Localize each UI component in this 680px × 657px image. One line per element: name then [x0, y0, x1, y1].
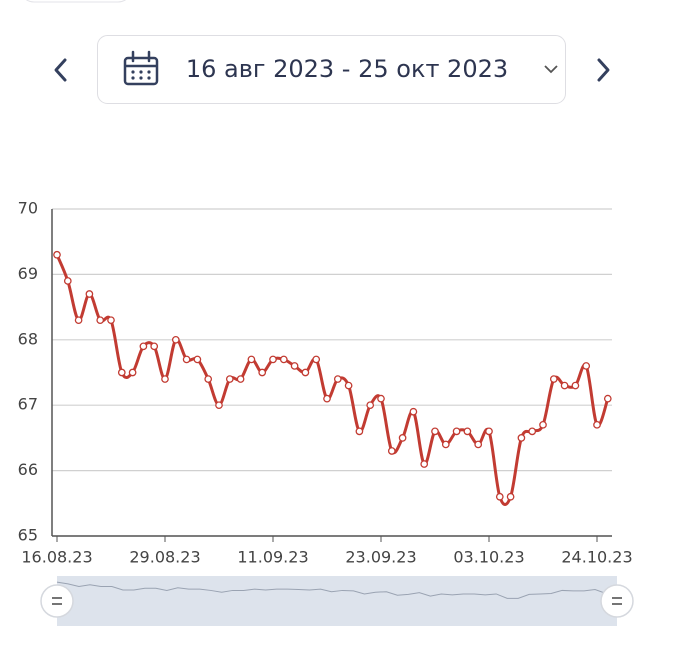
point [431, 427, 439, 436]
point [377, 394, 385, 403]
point [53, 250, 61, 259]
point [528, 427, 537, 436]
point [150, 342, 159, 351]
point [593, 420, 601, 429]
navigator-line [56, 581, 618, 599]
point [128, 368, 137, 377]
point [387, 447, 396, 455]
point [560, 381, 569, 390]
x-tick-label: 29.08.23 [129, 548, 200, 567]
y-tick-label: 65 [18, 526, 38, 545]
point [96, 316, 105, 325]
point [452, 427, 461, 436]
y-tick-label: 68 [18, 329, 38, 348]
point [74, 316, 83, 325]
date-picker[interactable] [97, 35, 566, 104]
calendar-icon [123, 50, 159, 86]
point [409, 407, 418, 416]
y-tick-label: 67 [18, 395, 38, 414]
point [549, 375, 558, 383]
point [398, 434, 407, 442]
point [269, 355, 277, 364]
point [215, 401, 223, 410]
point [603, 394, 612, 403]
point [355, 427, 364, 436]
point [182, 355, 191, 364]
x-tick-label: 11.09.23 [237, 548, 308, 567]
point [312, 355, 321, 364]
point [506, 492, 515, 501]
point [279, 355, 288, 364]
next-button[interactable] [597, 58, 610, 82]
point [117, 368, 126, 377]
x-tick-label: 03.10.23 [453, 548, 524, 567]
x-tick-label: 24.10.23 [561, 548, 632, 567]
point [193, 355, 202, 364]
point [485, 427, 493, 436]
point [495, 492, 504, 501]
point [582, 362, 591, 370]
point [85, 290, 94, 298]
point [366, 401, 375, 410]
point [474, 440, 483, 449]
point [301, 368, 310, 377]
point [139, 342, 148, 351]
navigator-handle[interactable] [600, 584, 634, 618]
date-range: 16 авг 2023 - 25 окт 2023 [186, 55, 508, 83]
point [539, 420, 547, 429]
point [333, 375, 342, 383]
point [290, 362, 299, 370]
point [161, 375, 169, 383]
point [441, 440, 450, 449]
point [171, 335, 180, 344]
point [247, 355, 256, 364]
top-button[interactable] [20, 0, 132, 3]
point [204, 375, 213, 383]
point [258, 368, 267, 377]
y-tick-label: 66 [18, 460, 38, 479]
y-tick-label: 70 [18, 199, 38, 218]
point [344, 381, 353, 390]
y-tick-label: 69 [18, 264, 38, 283]
navigator-handle[interactable] [40, 584, 74, 618]
point [107, 316, 115, 325]
x-tick-label: 16.08.23 [21, 548, 92, 567]
point [236, 375, 245, 383]
point [463, 427, 472, 436]
navigator[interactable] [57, 576, 617, 626]
point [420, 460, 429, 468]
point [571, 381, 580, 390]
point [63, 277, 72, 285]
series-line [55, 254, 610, 507]
prev-button[interactable] [54, 58, 67, 82]
point [517, 434, 526, 442]
dropdown-chevron [544, 65, 558, 74]
point [323, 394, 331, 403]
point [225, 375, 234, 383]
x-tick-label: 23.09.23 [345, 548, 416, 567]
calendar-dots [131, 70, 151, 80]
